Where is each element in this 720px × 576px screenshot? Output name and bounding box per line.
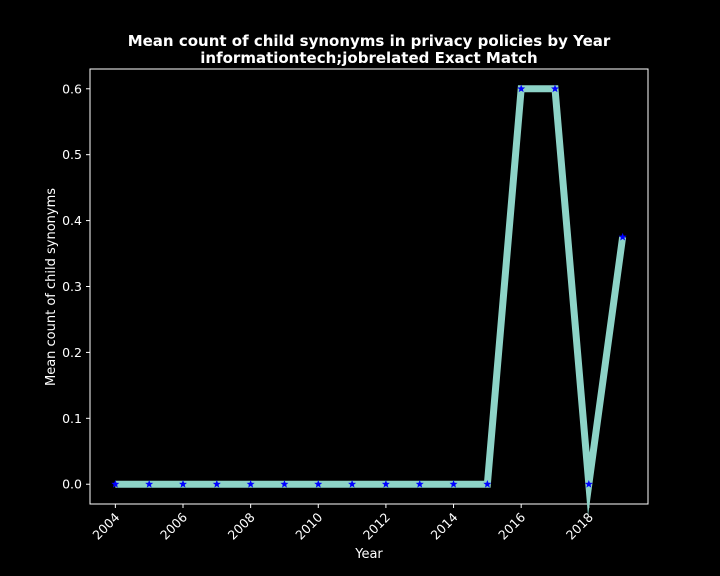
y-tick-label: 0.2	[62, 345, 82, 360]
y-tick-label: 0.1	[62, 411, 82, 426]
y-axis-label: Mean count of child synonyms	[44, 188, 59, 386]
data-point	[415, 480, 424, 488]
data-point	[212, 480, 221, 488]
y-tick-label: 0.6	[62, 81, 82, 96]
data-point	[179, 480, 187, 488]
y-tick-label: 0.0	[62, 477, 82, 492]
chart-title: Mean count of child synonyms in privacy …	[128, 32, 611, 50]
y-tick-label: 0.4	[62, 213, 82, 228]
y-tick-label: 0.5	[62, 147, 82, 162]
data-point	[381, 480, 390, 488]
chart-subtitle: informationtech;jobrelated Exact Match	[200, 49, 537, 67]
data-point	[280, 480, 289, 488]
x-axis-label: Year	[354, 547, 383, 562]
x-tick-label: 2016	[495, 509, 528, 542]
data-point	[551, 84, 559, 93]
y-tick-label: 0.3	[62, 279, 82, 294]
x-tick-label: 2004	[89, 509, 122, 542]
x-tick-label: 2014	[428, 509, 461, 542]
data-point	[145, 480, 154, 488]
data-point	[246, 480, 255, 488]
data-point	[111, 480, 120, 488]
data-point	[483, 480, 492, 488]
data-point	[517, 84, 526, 93]
plot-area: 0.0 0.1 0.2 0.3 0.4 0.5 0.6 2004 2006 2008 2010 201…	[62, 68, 649, 543]
data-point	[449, 480, 458, 488]
data-point	[314, 480, 323, 488]
series-line	[115, 85, 627, 516]
x-tick-label: 2018	[563, 509, 596, 542]
x-tick-label: 2006	[157, 509, 190, 542]
data-point	[584, 480, 593, 488]
axes-frame	[89, 68, 649, 505]
data-point	[618, 232, 627, 241]
data-point	[348, 480, 357, 488]
x-tick-label: 2012	[360, 510, 393, 543]
x-tick-label: 2008	[225, 509, 258, 542]
x-tick-label: 2010	[292, 509, 325, 542]
